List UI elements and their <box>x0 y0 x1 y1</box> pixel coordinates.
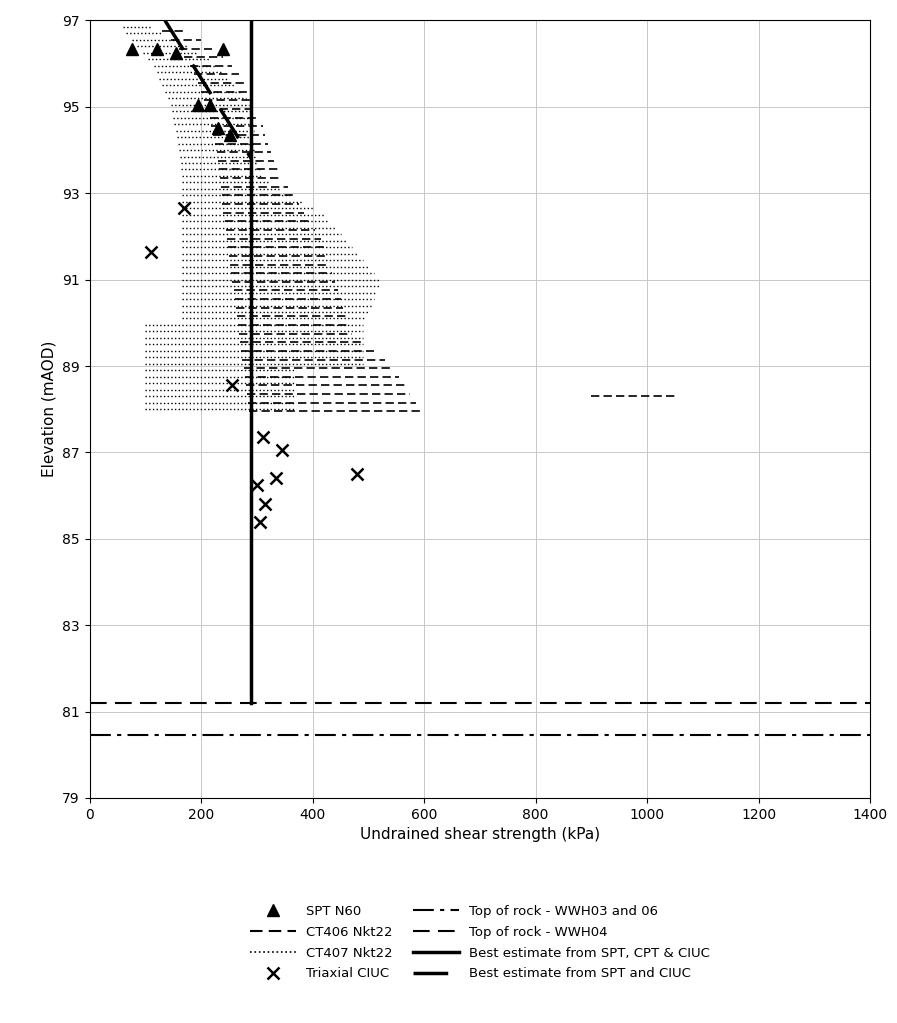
Legend: SPT N60, CT406 Nkt22, CT407 Nkt22, Triaxial CIUC, Top of rock - WWH03 and 06, To: SPT N60, CT406 Nkt22, CT407 Nkt22, Triax… <box>244 899 716 986</box>
X-axis label: Undrained shear strength (kPa): Undrained shear strength (kPa) <box>360 828 600 842</box>
Y-axis label: Elevation (mAOD): Elevation (mAOD) <box>41 341 57 478</box>
